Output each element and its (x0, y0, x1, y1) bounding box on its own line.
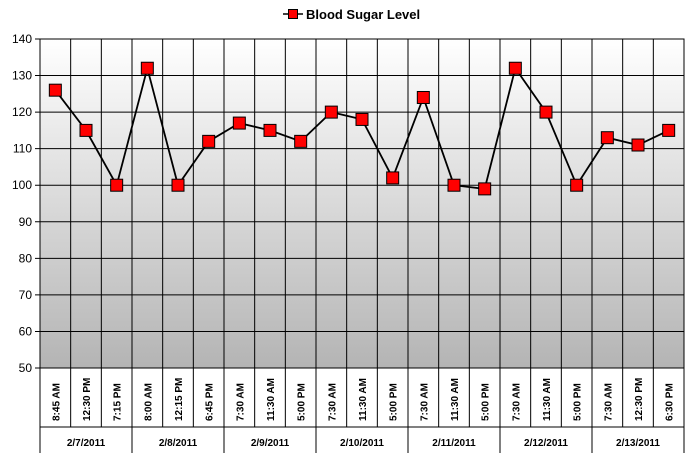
y-tick-label: 140 (12, 32, 32, 46)
x-tick-label: 11:30 AM (358, 378, 369, 421)
x-tick-label: 8:45 AM (51, 383, 62, 421)
legend: Blood Sugar Level (283, 7, 420, 22)
data-point (110, 178, 124, 192)
data-point (447, 178, 461, 192)
data-point (631, 138, 645, 152)
y-tick-label: 70 (19, 288, 33, 302)
data-point (263, 123, 277, 137)
x-tick-label: 7:30 AM (511, 383, 522, 421)
x-tick-label: 5:00 PM (573, 383, 584, 421)
x-tick-label: 7:30 AM (603, 383, 614, 421)
y-tick-label: 100 (12, 178, 32, 192)
x-tick-label: 6:30 PM (665, 383, 676, 421)
date-group-label: 2/13/2011 (616, 438, 660, 449)
x-tick-label: 11:30 AM (450, 378, 461, 421)
data-point (355, 112, 369, 126)
x-tick-label: 12:30 PM (634, 378, 645, 421)
y-tick-label: 130 (12, 69, 32, 83)
data-point (539, 105, 553, 119)
data-point (140, 61, 154, 75)
x-tick-label: 7:15 PM (113, 383, 124, 421)
data-point (570, 178, 584, 192)
x-tick-label: 11:30 AM (542, 378, 553, 421)
x-tick-label: 12:15 PM (174, 378, 185, 421)
x-tick-label: 5:00 PM (481, 383, 492, 421)
data-point (508, 61, 522, 75)
series-blood-sugar-level (48, 61, 676, 196)
x-tick-label: 5:00 PM (389, 383, 400, 421)
date-group-label: 2/10/2011 (340, 438, 384, 449)
date-group-label: 2/7/2011 (67, 438, 106, 449)
data-point (202, 134, 216, 148)
date-group-label: 2/12/2011 (524, 438, 568, 449)
data-point (324, 105, 338, 119)
x-tick-label: 6:45 PM (205, 383, 216, 421)
data-point (294, 134, 308, 148)
data-point (48, 83, 62, 97)
x-tick-label: 8:00 AM (143, 383, 154, 421)
data-point (600, 131, 614, 145)
data-point (662, 123, 676, 137)
data-point (232, 116, 246, 130)
y-tick-label: 60 (19, 324, 33, 338)
axes: 50 60 70 80 90 100 110 120 130 140 8:45 AM 12:30 PM… (12, 32, 685, 453)
plot-border (39, 38, 685, 369)
data-point (416, 90, 430, 104)
legend-label: Blood Sugar Level (306, 7, 420, 22)
x-tick-label: 7:30 AM (419, 383, 430, 421)
data-point (79, 123, 93, 137)
y-tick-label: 120 (12, 105, 32, 119)
y-tick-label: 90 (19, 215, 33, 229)
y-tick-label: 110 (13, 142, 32, 156)
legend-marker (288, 9, 298, 19)
x-tick-label: 7:30 AM (235, 383, 246, 421)
data-point (478, 182, 492, 196)
data-point (171, 178, 185, 192)
y-tick-label: 50 (19, 361, 33, 375)
plot-background (40, 39, 684, 368)
date-group-label: 2/9/2011 (251, 438, 290, 449)
plot-area (35, 38, 685, 369)
date-group-label: 2/8/2011 (159, 438, 198, 449)
x-tick-label: 12:30 PM (82, 378, 93, 421)
x-tick-label: 5:00 PM (297, 383, 308, 421)
date-group-label: 2/11/2011 (432, 438, 476, 449)
y-tick-label: 80 (19, 251, 33, 265)
x-tick-label: 11:30 AM (266, 378, 277, 421)
x-tick-label: 7:30 AM (327, 383, 338, 421)
data-point (386, 171, 400, 185)
